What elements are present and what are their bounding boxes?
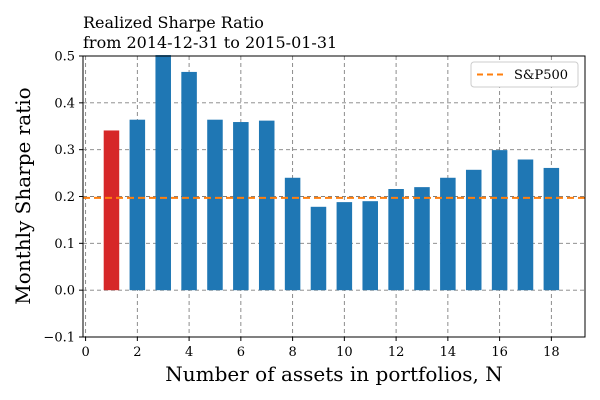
bar-n-2 bbox=[129, 119, 146, 291]
bar-n-14 bbox=[440, 177, 456, 291]
x-tick-label: 16 bbox=[491, 345, 508, 360]
y-tick-label: 0.1 bbox=[54, 237, 75, 252]
bar-n-8 bbox=[284, 177, 301, 291]
x-tick-label: 0 bbox=[81, 345, 89, 360]
bar-n-3 bbox=[155, 55, 171, 291]
y-tick-label: 0.0 bbox=[54, 284, 75, 299]
bars-layer bbox=[103, 55, 560, 291]
bar-n-17 bbox=[517, 159, 534, 291]
x-axis-label: Number of assets in portfolios, N bbox=[165, 362, 502, 386]
legend-box bbox=[470, 61, 579, 88]
x-tick-label: 4 bbox=[185, 345, 193, 360]
x-tick-label: 6 bbox=[237, 345, 245, 360]
bar-n-1 bbox=[103, 130, 120, 291]
chart-subtitle: from 2014-12-31 to 2015-01-31 bbox=[83, 33, 337, 52]
y-tick-label: 0.3 bbox=[54, 143, 75, 158]
bar-n-6 bbox=[233, 122, 249, 291]
y-tick-label: 0.5 bbox=[54, 50, 75, 65]
bar-n-5 bbox=[207, 119, 223, 291]
bar-n-4 bbox=[181, 71, 197, 291]
x-tick-label: 10 bbox=[336, 345, 353, 360]
legend: S&P500 bbox=[470, 61, 579, 88]
ticks-layer: 0 2 4 6 8 10 12 14 16 18 −0.1 0.0 0.1 0.2 0.3 0.4 0.5 bbox=[43, 50, 559, 361]
bar-n-7 bbox=[258, 120, 275, 291]
chart-title: Realized Sharpe Ratio bbox=[83, 13, 264, 32]
x-tick-label: 18 bbox=[543, 345, 560, 360]
y-tick-label: 0.2 bbox=[54, 190, 75, 205]
bar-n-12 bbox=[388, 189, 404, 291]
y-tick-label: 0.4 bbox=[54, 96, 75, 111]
x-tick-label: 12 bbox=[388, 345, 405, 360]
y-axis-label: Monthly Sharpe ratio bbox=[11, 87, 35, 304]
bar-n-10 bbox=[336, 202, 353, 291]
x-tick-label: 2 bbox=[133, 345, 141, 360]
bar-n-16 bbox=[491, 150, 508, 291]
bar-n-9 bbox=[310, 206, 327, 291]
legend-label-sp500: S&P500 bbox=[514, 68, 568, 83]
bar-n-15 bbox=[465, 169, 482, 291]
x-tick-label: 8 bbox=[288, 345, 296, 360]
x-tick-label: 14 bbox=[440, 345, 457, 360]
bar-n-11 bbox=[362, 201, 378, 291]
bar-n-13 bbox=[414, 187, 430, 291]
bar-n-18 bbox=[543, 167, 560, 291]
y-tick-label: −0.1 bbox=[43, 331, 75, 346]
